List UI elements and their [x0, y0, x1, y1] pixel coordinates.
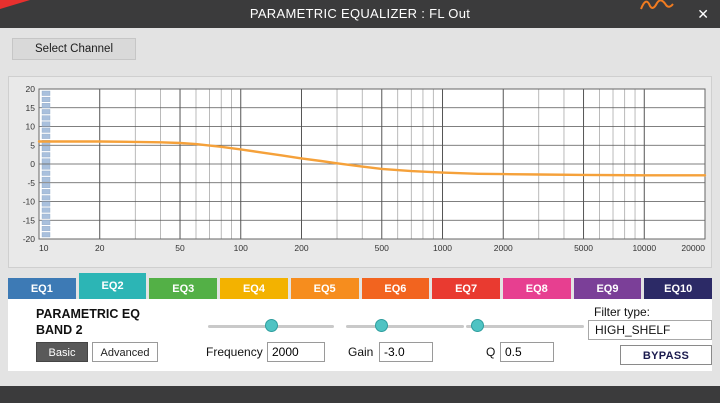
- filter-type-select[interactable]: HIGH_SHELF: [588, 320, 712, 340]
- gain-label: Gain: [348, 345, 374, 359]
- vertical-fader-segment[interactable]: [41, 164, 51, 170]
- tab-eq10[interactable]: EQ10: [644, 278, 713, 299]
- q-slider-handle[interactable]: [470, 319, 484, 332]
- vertical-fader-segment[interactable]: [41, 232, 51, 238]
- band-title-line2: BAND 2: [36, 323, 83, 338]
- svg-text:0: 0: [30, 159, 35, 169]
- vertical-fader-segment[interactable]: [41, 115, 51, 121]
- band-title-line1: PARAMETRIC EQ: [36, 307, 140, 321]
- tab-eq9[interactable]: EQ9: [573, 278, 642, 299]
- bottom-bar: [0, 386, 720, 403]
- vertical-fader-segment[interactable]: [41, 195, 51, 201]
- vertical-fader-segment[interactable]: [41, 109, 51, 115]
- vertical-fader-segment[interactable]: [41, 133, 51, 139]
- svg-text:5000: 5000: [574, 243, 593, 253]
- basic-button[interactable]: Basic: [36, 342, 88, 362]
- svg-text:1000: 1000: [433, 243, 452, 253]
- svg-text:-15: -15: [23, 215, 36, 225]
- vertical-fader-segment[interactable]: [41, 127, 51, 133]
- svg-text:200: 200: [294, 243, 308, 253]
- tab-eq2[interactable]: EQ2: [78, 273, 147, 299]
- band-title: PARAMETRIC EQ BAND 2: [36, 306, 140, 339]
- partial-logo-mark: [640, 0, 674, 10]
- tab-eq5[interactable]: EQ5: [290, 278, 359, 299]
- vertical-fader-segment[interactable]: [41, 170, 51, 176]
- vertical-fader-segment[interactable]: [41, 152, 51, 158]
- window-title: PARAMETRIC EQUALIZER : FL Out: [249, 6, 471, 21]
- svg-text:-20: -20: [23, 234, 36, 244]
- vertical-fader-segment[interactable]: [41, 189, 51, 195]
- svg-text:-10: -10: [23, 197, 36, 207]
- select-channel-button[interactable]: Select Channel: [12, 38, 136, 60]
- svg-text:20: 20: [26, 84, 36, 94]
- q-label: Q: [486, 345, 496, 359]
- svg-text:100: 100: [234, 243, 248, 253]
- svg-text:500: 500: [375, 243, 389, 253]
- gain-slider-handle[interactable]: [375, 319, 389, 332]
- svg-text:20000: 20000: [681, 243, 705, 253]
- gain-input[interactable]: [379, 342, 433, 362]
- q-input[interactable]: [500, 342, 554, 362]
- gain-slider-track: [346, 325, 464, 328]
- vertical-fader-segment[interactable]: [41, 207, 51, 213]
- vertical-fader-segment[interactable]: [41, 146, 51, 152]
- svg-text:20: 20: [95, 243, 105, 253]
- tab-eq6[interactable]: EQ6: [361, 278, 430, 299]
- close-icon[interactable]: ✕: [697, 6, 709, 22]
- vertical-fader-segment[interactable]: [41, 183, 51, 189]
- svg-text:10000: 10000: [632, 243, 656, 253]
- tab-eq8[interactable]: EQ8: [502, 278, 571, 299]
- q-slider-track: [466, 325, 584, 328]
- vertical-fader-segment[interactable]: [41, 201, 51, 207]
- red-corner-accent: [0, 0, 30, 9]
- frequency-slider[interactable]: [208, 319, 334, 333]
- vertical-fader-segment[interactable]: [41, 158, 51, 164]
- eq-response-curve: [37, 140, 707, 177]
- eq-band-tabs: EQ1 EQ2 EQ3 EQ4 EQ5 EQ6 EQ7 EQ8 EQ9 EQ10: [8, 273, 713, 299]
- gain-slider[interactable]: [346, 319, 464, 333]
- vertical-fader-segment[interactable]: [41, 96, 51, 102]
- vertical-fader-segment[interactable]: [41, 103, 51, 109]
- svg-text:50: 50: [175, 243, 185, 253]
- vertical-fader-segment[interactable]: [41, 213, 51, 219]
- q-slider[interactable]: [466, 319, 584, 333]
- eq-chart-panel: 10 20 50 100 200 500 1000 2000 5000 10000 20000 20 1…: [8, 76, 712, 268]
- frequency-slider-handle[interactable]: [265, 319, 278, 332]
- titlebar: PARAMETRIC EQUALIZER : FL Out ✕: [0, 0, 720, 28]
- vertical-fader-segment[interactable]: [41, 176, 51, 182]
- frequency-label: Frequency: [206, 345, 263, 359]
- svg-text:15: 15: [26, 103, 36, 113]
- advanced-button[interactable]: Advanced: [92, 342, 158, 362]
- tab-eq1[interactable]: EQ1: [8, 278, 76, 299]
- vertical-fader-segment[interactable]: [41, 226, 51, 232]
- tab-eq7[interactable]: EQ7: [432, 278, 500, 299]
- svg-text:10: 10: [26, 122, 36, 132]
- eq-response-chart: 10 20 50 100 200 500 1000 2000 5000 10000 20000201…: [23, 84, 707, 253]
- bypass-button[interactable]: BYPASS: [620, 345, 712, 365]
- filter-type-label: Filter type:: [594, 305, 651, 319]
- svg-text:5: 5: [30, 140, 35, 150]
- vertical-fader-segment[interactable]: [41, 219, 51, 225]
- band-control-panel: PARAMETRIC EQ BAND 2 Basic Advanced Freq…: [8, 299, 712, 371]
- vertical-fader-segment[interactable]: [41, 90, 51, 96]
- tab-eq4[interactable]: EQ4: [220, 278, 288, 299]
- svg-text:10: 10: [39, 243, 49, 253]
- frequency-input[interactable]: [267, 342, 325, 362]
- svg-text:-5: -5: [27, 178, 35, 188]
- tab-eq3[interactable]: EQ3: [149, 278, 218, 299]
- vertical-fader-segment[interactable]: [41, 121, 51, 127]
- svg-text:2000: 2000: [494, 243, 513, 253]
